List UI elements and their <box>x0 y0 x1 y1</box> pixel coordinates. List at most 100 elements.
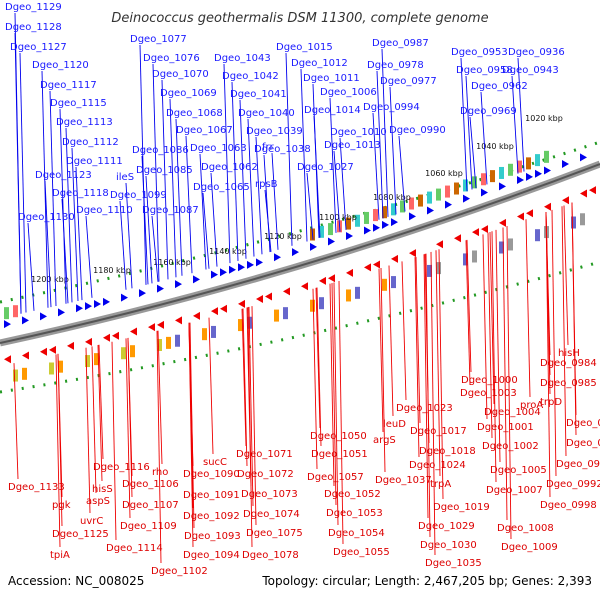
gene-label: Dgeo_1019 <box>433 502 490 513</box>
leader-line <box>61 198 69 304</box>
cog-block <box>454 182 459 195</box>
cog-block <box>427 191 432 204</box>
gene-label: Dgeo_1090 <box>183 469 240 480</box>
reverse-gene-arrow <box>112 331 119 340</box>
genome-summary-text: Topology: circular; Length: 2,467,205 bp… <box>262 574 592 588</box>
gene-label: Dgeo_1029 <box>418 521 475 532</box>
leader-line <box>315 287 321 429</box>
leader-line <box>465 240 471 386</box>
leader-line <box>14 32 22 314</box>
cog-block <box>571 216 576 229</box>
gene-label: Dgeo_1042 <box>222 71 279 82</box>
gene-label: Dgeo_1063 <box>190 143 247 154</box>
leader-line <box>423 254 429 519</box>
gene-label: Dgeo_1077 <box>130 34 187 45</box>
gene-label: Dgeo_1116 <box>93 462 150 473</box>
cog-block <box>346 217 351 230</box>
cog-block <box>409 197 414 210</box>
forward-gene-arrow <box>94 300 101 309</box>
leader-line <box>333 282 339 526</box>
leader-line <box>242 308 248 467</box>
gene-label: Dgeo_1035 <box>425 558 482 569</box>
leader-line <box>185 135 193 274</box>
gene-label: hisS <box>92 484 113 495</box>
gene-label: Dgeo_1078 <box>242 550 299 561</box>
gene-label: leuD <box>383 419 406 430</box>
reverse-gene-arrow <box>499 218 506 227</box>
leader-line <box>91 346 97 494</box>
gene-label: Dgeo_1015 <box>276 42 333 53</box>
gene-label: Dgeo_1128 <box>5 22 62 33</box>
forward-gene-arrow <box>409 212 416 221</box>
gene-label: argS <box>373 435 396 446</box>
forward-gene-arrow <box>463 194 470 203</box>
gene-label: rho <box>152 467 168 478</box>
reverse-gene-arrow <box>283 287 290 296</box>
reverse-gene-arrow <box>526 209 533 218</box>
gene-label: Dgeo_1093 <box>184 531 241 542</box>
reverse-gene-arrow <box>103 333 110 342</box>
genome-title: Deinococcus geothermalis DSM 11300, comp… <box>111 11 488 26</box>
gene-label: frr <box>262 142 274 153</box>
kbp-tick-label: 1100 kbp <box>319 213 357 222</box>
cog-block <box>436 188 441 201</box>
reverse-gene-arrow <box>409 249 416 258</box>
gene-label: Dgeo_1001 <box>477 422 534 433</box>
reverse-gene-arrow <box>130 327 137 336</box>
cog-block <box>319 297 324 310</box>
reverse-gene-arrow <box>193 311 200 320</box>
gene-label: Dgeo_0958 <box>456 65 513 76</box>
forward-gene-arrow <box>391 218 398 227</box>
reverse-gene-arrow <box>589 186 596 195</box>
leader-line <box>151 215 159 282</box>
gene-label: Dgeo_1102 <box>151 566 208 577</box>
cog-block <box>463 179 468 192</box>
forward-gene-arrow <box>328 237 335 246</box>
leader-line <box>247 118 255 257</box>
forward-gene-arrow <box>310 242 317 251</box>
leader-line <box>119 200 127 290</box>
cog-block <box>211 325 216 338</box>
forward-gene-arrow <box>157 284 164 293</box>
forward-gene-arrow <box>535 169 542 178</box>
gene-label: Dgeo_1043 <box>214 53 271 64</box>
leader-line <box>313 115 321 238</box>
cog-block <box>13 369 18 382</box>
gene-label: Dgeo_1129 <box>5 2 62 13</box>
leader-line <box>571 202 577 436</box>
leader-line <box>71 147 79 302</box>
leader-line <box>175 118 183 276</box>
cog-block <box>436 262 441 275</box>
gene-label: Dgeo_1023 <box>396 403 453 414</box>
cog-block <box>157 338 162 351</box>
gene-label: Dgeo_0992 <box>546 479 600 490</box>
leader-line <box>495 229 501 463</box>
gene-label: Dgeo_1087 <box>142 205 199 216</box>
leader-line <box>329 283 335 487</box>
reverse-gene-arrow <box>157 320 164 329</box>
gene-label: Dgeo_1073 <box>241 489 298 500</box>
forward-gene-arrow <box>103 297 110 306</box>
reverse-gene-arrow <box>562 196 569 205</box>
cog-block <box>418 194 423 207</box>
leader-line <box>563 205 569 346</box>
forward-gene-arrow <box>373 223 380 232</box>
gene-label: Dgeo_1094 <box>183 550 240 561</box>
gene-label: Dgeo_1086 <box>132 145 189 156</box>
gene-label: Dgeo_1123 <box>35 170 92 181</box>
gene-label: Dgeo_1092 <box>183 511 240 522</box>
leader-line <box>487 232 493 439</box>
gene-label: Dgeo_0987 <box>372 38 429 49</box>
leader-line <box>127 337 133 498</box>
gene-label: Dgeo_1000 <box>461 375 518 386</box>
gene-label: Dgeo_0977 <box>380 76 437 87</box>
leader-line <box>27 222 35 311</box>
leader-line <box>316 287 322 447</box>
cog-block <box>166 336 171 349</box>
leader-line <box>425 253 431 538</box>
gene-label: Dgeo_1125 <box>52 529 109 540</box>
leader-line <box>152 63 160 282</box>
cog-block <box>463 253 468 266</box>
cog-block <box>481 173 486 186</box>
